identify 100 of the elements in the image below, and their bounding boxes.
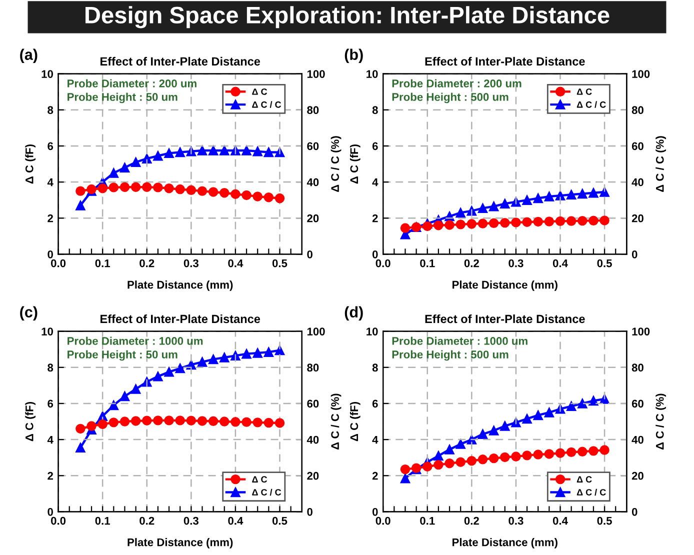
point: [252, 192, 262, 202]
y-tick-label: 8: [372, 106, 378, 114]
y-tick-label: 10: [42, 328, 53, 336]
point: [434, 450, 444, 461]
point: [444, 458, 454, 468]
point: [544, 449, 554, 459]
point: [522, 414, 532, 424]
y2-tick-label: 20: [307, 214, 319, 222]
point: [264, 147, 274, 158]
point: [164, 148, 174, 158]
point: [466, 456, 477, 466]
point: [511, 452, 521, 462]
point: [242, 190, 252, 200]
point: [264, 192, 274, 202]
x-tick-label: 0.2: [140, 259, 154, 268]
point: [500, 198, 510, 209]
y2-tick-label: 60: [307, 142, 319, 150]
legend-label: Δ C: [252, 88, 268, 95]
text: (b): [344, 48, 363, 63]
point: [422, 462, 432, 472]
point: [600, 445, 610, 455]
y2-tick-label: 0: [307, 250, 312, 258]
point: [130, 182, 141, 192]
point: [220, 352, 230, 362]
x-tick-label: 0.5: [272, 259, 288, 268]
x-tick-label: 0.0: [376, 259, 390, 268]
y2-tick-label: 40: [632, 436, 644, 444]
x-tick-label: 0.2: [140, 516, 154, 525]
point: [153, 151, 163, 161]
y-tick-label: 0: [372, 250, 378, 258]
point: [588, 396, 598, 406]
point: [274, 345, 285, 356]
y-tick-label: 2: [372, 214, 378, 222]
point: [153, 416, 163, 426]
y-tick-label: 8: [48, 364, 54, 372]
annotation: Probe Diameter : 1000 um: [68, 336, 203, 345]
y-tick-label: 8: [372, 364, 378, 372]
point: [555, 216, 566, 226]
y-tick-label: 4: [372, 436, 378, 444]
x-tick-label: 0.5: [597, 516, 612, 525]
point: [588, 188, 598, 198]
point: [76, 442, 86, 453]
point: [230, 350, 240, 361]
point: [555, 190, 566, 200]
point: [600, 216, 610, 226]
point: [422, 221, 432, 232]
point: [566, 190, 576, 200]
point: [264, 418, 274, 428]
y2-tick-label: 60: [307, 400, 319, 408]
point: [164, 183, 174, 194]
x-tick-label: 0.3: [184, 516, 198, 525]
y2-tick-label: 80: [307, 106, 319, 114]
x-axis-title: Plate Distance (mm): [128, 280, 233, 291]
point: [488, 426, 499, 436]
point: [466, 219, 477, 229]
y2-tick-label: 40: [632, 178, 644, 186]
point: [142, 182, 152, 192]
point: [252, 348, 262, 358]
point: [108, 418, 119, 428]
y2-tick-label: 20: [307, 472, 319, 480]
x-tick-label: 0.0: [376, 516, 390, 525]
y-tick-label: 2: [372, 472, 378, 480]
point: [434, 220, 444, 230]
x-tick-label: 0.1: [95, 516, 110, 525]
point: [230, 146, 240, 156]
y2-tick-label: 100: [632, 70, 650, 78]
legend-label: Δ C: [576, 476, 592, 483]
point: [98, 419, 108, 430]
point: [274, 418, 285, 428]
x-tick-label: 0.2: [464, 516, 479, 525]
point: [400, 473, 410, 484]
point: [164, 367, 174, 377]
chart-title: Effect of Inter-Plate Distance: [100, 56, 260, 66]
point: [130, 416, 141, 426]
annotation: Probe Height : 500 um: [392, 350, 508, 361]
annotation: Probe Diameter : 1000 um: [392, 336, 528, 345]
x-tick-label: 0.1: [420, 516, 435, 525]
point: [108, 182, 119, 192]
text: (c): [20, 306, 38, 321]
x-tick-label: 0.4: [552, 516, 568, 525]
chart-title: Effect of Inter-Plate Distance: [425, 56, 585, 66]
y-axis-title: Δ C (fF): [25, 144, 36, 184]
point: [511, 218, 521, 228]
y2-axis-title: Δ C / C (%): [330, 136, 342, 192]
x-tick-label: 0.3: [508, 259, 524, 268]
point: [488, 218, 499, 228]
point: [588, 446, 598, 456]
x-tick-label: 0.4: [228, 516, 244, 525]
point: [197, 146, 208, 156]
point: [456, 439, 466, 449]
y-tick-label: 8: [48, 106, 54, 114]
point: [500, 218, 510, 228]
point: [555, 448, 566, 458]
point: [208, 146, 218, 156]
y2-tick-label: 20: [632, 472, 644, 480]
chart-title: Effect of Inter-Plate Distance: [100, 314, 260, 324]
point: [456, 457, 466, 467]
point: [434, 460, 444, 470]
point: [164, 416, 174, 426]
y2-tick-label: 60: [632, 400, 644, 408]
